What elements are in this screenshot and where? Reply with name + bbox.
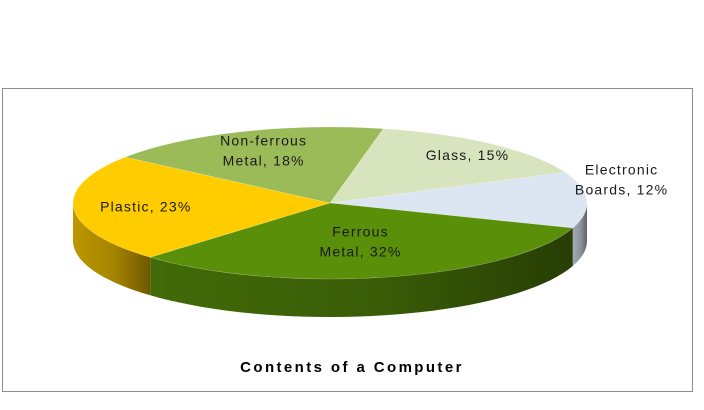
label-line-non-ferrous-metal-2: Metal, 18% [223, 152, 305, 168]
label-non-ferrous-metal: Non-ferrous Metal, 18% [220, 132, 307, 168]
label-electronic-boards: Electronic Boards, 12% [575, 162, 668, 198]
slice-side-shade-ferrous-metal [150, 228, 573, 317]
label-line-electronic-boards-1: Electronic [585, 162, 658, 178]
slice-side-shade-plastic [73, 203, 151, 296]
slice-non-ferrous-metal [124, 126, 384, 204]
label-line-ferrous-metal-1: Ferrous [332, 224, 389, 240]
label-line-glass-1: Glass, 15% [426, 147, 510, 163]
slice-ferrous-metal [149, 202, 574, 280]
chart-title: Contents of a Computer [240, 359, 464, 376]
label-line-plastic-1: Plastic, 23% [100, 199, 191, 215]
pie-slices [72, 126, 588, 280]
pie-sides [73, 203, 587, 317]
label-ferrous-metal: Ferrous Metal, 32% [319, 224, 401, 260]
label-plastic: Plastic, 23% [100, 199, 191, 215]
label-glass: Glass, 15% [426, 147, 510, 163]
label-line-ferrous-metal-2: Metal, 32% [319, 244, 401, 260]
slice-side-shade-electronic-boards [572, 203, 587, 266]
slice-labels: Electronic Boards, 12% Ferrous Metal, 32% Pl… [100, 132, 668, 260]
slice-electronic-boards [329, 171, 588, 229]
slice-plastic [72, 156, 332, 258]
label-line-electronic-boards-2: Boards, 12% [575, 182, 668, 198]
label-line-non-ferrous-metal-1: Non-ferrous [220, 132, 307, 148]
slice-glass [329, 128, 566, 204]
